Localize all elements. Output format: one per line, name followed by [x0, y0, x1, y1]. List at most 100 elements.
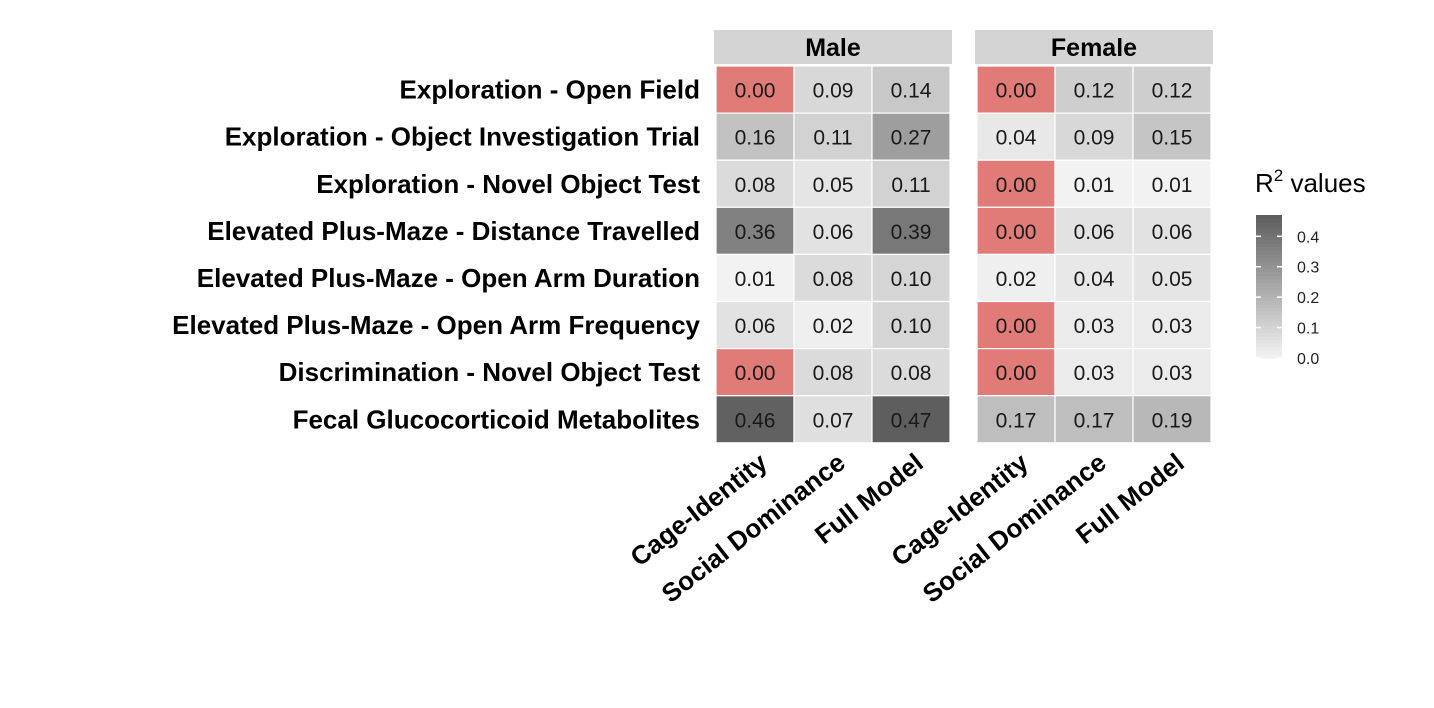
heatmap-cell — [793, 159, 873, 208]
legend-tick-label: 0.1 — [1297, 321, 1319, 338]
legend-bar-segment — [1256, 329, 1282, 334]
legend-bar-segment — [1256, 315, 1282, 320]
legend-bar-segment — [1256, 311, 1282, 316]
heatmap-cell — [976, 159, 1056, 208]
heatmap-cell — [1132, 65, 1212, 114]
cell-value-label: 0.07 — [813, 409, 854, 432]
cell-value-label: 0.16 — [735, 127, 776, 150]
legend-bar-segment — [1256, 325, 1282, 330]
cell-value-label: 0.12 — [1152, 80, 1193, 103]
cell-value-label: 0.09 — [813, 80, 854, 103]
heatmap-cell — [715, 206, 795, 256]
cell-value-label: 0.03 — [1074, 315, 1115, 338]
facet-strip-male — [714, 30, 952, 64]
heatmap-cell — [715, 159, 795, 208]
cell-value-label: 0.05 — [813, 174, 854, 197]
facet-title-male: Male — [805, 34, 861, 62]
heatmap-cell — [871, 395, 951, 444]
heatmap-cell — [871, 300, 951, 350]
legend-bar-segment — [1256, 322, 1282, 327]
cell-value-label: 0.01 — [1074, 174, 1115, 197]
heatmap-cell — [1132, 395, 1212, 444]
row-label: Elevated Plus-Maze - Distance Travelled — [207, 216, 700, 246]
row-label: Elevated Plus-Maze - Open Arm Duration — [197, 263, 700, 293]
cell-value-label: 0.47 — [891, 409, 932, 432]
cell-value-label: 0.08 — [735, 174, 776, 197]
legend-bar-segment — [1256, 290, 1282, 295]
heatmap-cell — [1132, 159, 1212, 208]
heatmap-cell — [976, 395, 1056, 444]
cell-value-label: 0.36 — [735, 221, 776, 244]
legend-bar-segment — [1256, 293, 1282, 298]
legend-bar-segment — [1256, 307, 1282, 313]
cell-value-label: 0.03 — [1152, 315, 1193, 338]
cell-value-label: 0.06 — [1074, 221, 1115, 244]
cell-value-label: 0.11 — [891, 174, 930, 197]
cell-value-label: 0.08 — [813, 362, 854, 385]
cell-value-label: 0.11 — [813, 127, 852, 150]
legend-bar-segment — [1256, 272, 1282, 277]
legend-bar-segment — [1256, 282, 1282, 288]
legend-bar-segment — [1256, 304, 1282, 309]
legend-bar-segment — [1256, 336, 1282, 341]
cell-value-label: 0.06 — [813, 221, 854, 244]
cell-value-label: 0.06 — [1152, 221, 1193, 244]
cell-value-label: 0.00 — [735, 80, 776, 103]
cell-value-label: 0.15 — [1152, 127, 1193, 150]
legend-bar-segment — [1256, 343, 1282, 348]
cell-value-label: 0.00 — [996, 315, 1037, 338]
cell-value-label: 0.08 — [891, 362, 932, 385]
legend-bar-segment — [1256, 247, 1282, 252]
cell-value-label: 0.00 — [996, 80, 1037, 103]
legend-tick-label: 0.3 — [1297, 260, 1319, 277]
legend-bar-segment — [1256, 297, 1282, 302]
cell-value-label: 0.00 — [996, 174, 1037, 197]
legend-bar-segment — [1256, 261, 1282, 266]
legend-bar-segment — [1256, 254, 1282, 259]
cell-value-label: 0.00 — [996, 362, 1037, 385]
cell-value-label: 0.14 — [891, 80, 932, 103]
heatmap-cell — [871, 206, 951, 256]
cell-value-label: 0.04 — [1074, 268, 1115, 291]
legend-bar-segment — [1256, 236, 1282, 241]
cell-value-label: 0.10 — [891, 268, 932, 291]
heatmap-cell — [1132, 112, 1212, 161]
heatmap-cell — [1054, 300, 1134, 350]
heatmap-cell — [1132, 253, 1212, 303]
row-label: Exploration - Novel Object Test — [316, 169, 700, 199]
cell-value-label: 0.03 — [1152, 362, 1193, 385]
row-label: Fecal Glucocorticoid Metabolites — [293, 404, 700, 434]
heatmap-cell — [871, 348, 951, 397]
cell-value-label: 0.00 — [996, 221, 1037, 244]
cell-value-label: 0.09 — [1074, 127, 1115, 150]
cell-value-label: 0.17 — [1074, 409, 1115, 432]
cell-value-label: 0.03 — [1074, 362, 1115, 385]
legend-bar-segment — [1256, 225, 1282, 230]
legend-bar-segment — [1256, 232, 1282, 238]
legend-bar-segment — [1256, 350, 1282, 356]
legend-bar-segment — [1256, 222, 1282, 227]
cell-value-label: 0.02 — [813, 315, 854, 338]
cell-value-label: 0.01 — [1152, 174, 1193, 197]
heatmap-cell — [793, 300, 873, 350]
legend-bar-segment — [1256, 347, 1282, 352]
cell-value-label: 0.01 — [735, 268, 776, 291]
legend-bar-segment — [1256, 279, 1282, 284]
legend-bar-segment — [1256, 257, 1282, 263]
legend-bar-segment — [1256, 268, 1282, 273]
cell-value-label: 0.10 — [891, 315, 932, 338]
cell-value-label: 0.04 — [996, 127, 1037, 150]
heatmap-cell — [1054, 206, 1134, 256]
cell-value-label: 0.02 — [996, 268, 1037, 291]
legend-bar-segment — [1256, 300, 1282, 305]
heatmap-cell — [1054, 395, 1134, 444]
heatmap-cell — [793, 206, 873, 256]
heatmap-cell — [1054, 253, 1134, 303]
heatmap-cell — [871, 253, 951, 303]
legend-bar-segment — [1256, 354, 1282, 359]
legend-bar-segment — [1256, 250, 1282, 255]
heatmap-cell — [871, 112, 951, 161]
cell-value-label: 0.12 — [1074, 80, 1115, 103]
legend-title: R2 values — [1255, 166, 1366, 198]
